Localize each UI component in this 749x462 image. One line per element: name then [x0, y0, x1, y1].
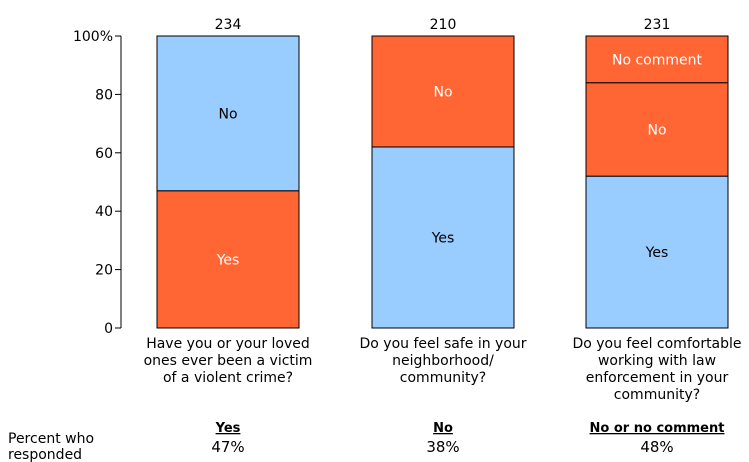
summary-value: 38% — [426, 438, 459, 456]
y-tick-label: 40 — [95, 204, 113, 220]
bar-segment-label: No — [647, 122, 666, 138]
x-category-label: working with law — [598, 353, 716, 369]
x-category-label: neighborhood/ — [392, 353, 494, 369]
bar-segment-yes — [371, 146, 515, 329]
summary-header: No or no comment — [590, 421, 725, 436]
bar-total-label: 231 — [644, 17, 671, 33]
y-tick-label: 20 — [95, 263, 113, 279]
bar-segment-label: Yes — [645, 245, 669, 261]
x-category-label: enforcement in your — [586, 370, 729, 386]
y-tick-label: 80 — [95, 87, 113, 103]
bar-segment-label: Yes — [216, 252, 240, 268]
bar-total-label: 234 — [215, 17, 242, 33]
bar-segment-yes — [156, 190, 300, 329]
bar-segment-no-comment — [585, 35, 729, 84]
summary-row-label: responded — [8, 447, 82, 462]
y-tick-label: 100% — [73, 29, 113, 45]
bar-segment-no — [371, 35, 515, 148]
bar-segment-no — [156, 35, 300, 192]
x-category-label: of a violent crime? — [163, 370, 293, 386]
bar-segment-label: No — [218, 106, 237, 122]
x-category-label: Have you or your loved — [146, 336, 310, 352]
y-tick-label: 0 — [104, 321, 113, 337]
summary-header: No — [433, 421, 453, 436]
bar-total-label: 210 — [430, 17, 457, 33]
bar-segment-yes — [585, 175, 729, 329]
summary-value: 47% — [211, 438, 244, 456]
summary-row-label: Percent who — [8, 431, 94, 447]
x-category-label: Do you feel comfortable — [572, 336, 741, 352]
bar-segment-label: No comment — [612, 52, 703, 68]
x-category-label: Do you feel safe in your — [359, 336, 526, 352]
summary-value: 48% — [640, 438, 673, 456]
bar-segment-label: Yes — [431, 230, 455, 246]
x-category-label: ones ever been a victim — [144, 353, 313, 369]
x-category-label: community? — [400, 370, 486, 386]
bar-segment-no — [585, 82, 729, 177]
x-category-label: community? — [614, 387, 700, 403]
bar-segment-label: No — [433, 84, 452, 100]
summary-header: Yes — [215, 421, 241, 436]
y-tick-label: 60 — [95, 146, 113, 162]
